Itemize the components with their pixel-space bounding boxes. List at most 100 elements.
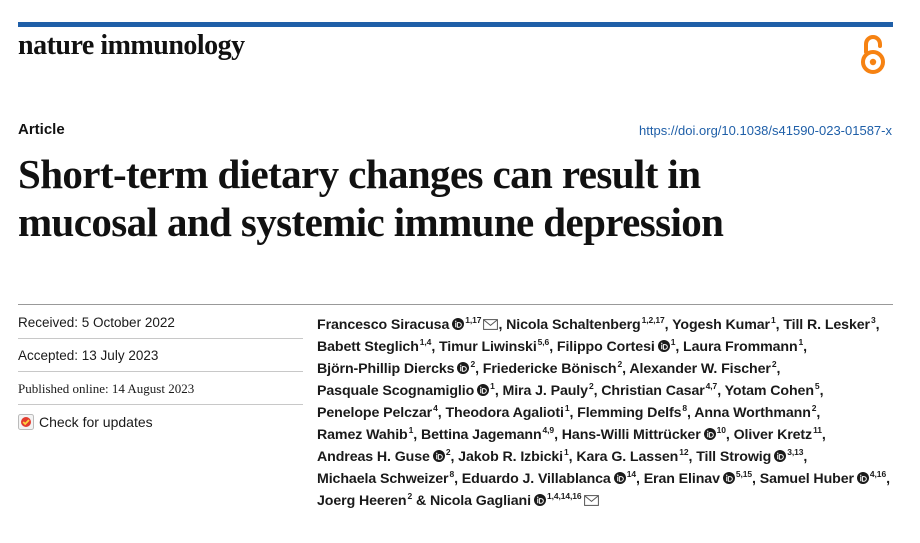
affiliation-superscript: 2 <box>617 359 623 370</box>
affiliation-superscript: 1,4 <box>419 337 432 348</box>
author-name[interactable]: Filippo Cortesi <box>556 339 655 355</box>
author-item: Joerg Heeren2 <box>317 491 413 509</box>
author-name[interactable]: Hans-Willi Mittrücker <box>561 427 701 443</box>
author-name[interactable]: Yogesh Kumar <box>672 317 770 333</box>
check-for-updates-icon <box>18 414 34 430</box>
author-name[interactable]: Oliver Kretz <box>733 427 813 443</box>
author-separator: , <box>752 471 756 487</box>
author-name[interactable]: Friedericke Bönisch <box>482 361 617 377</box>
affiliation-superscript: 4,9 <box>542 425 555 436</box>
author-item: Jakob R. Izbicki1, <box>458 447 573 465</box>
orcid-icon[interactable] <box>432 450 445 462</box>
author-name[interactable]: Theodora Agalioti <box>445 405 564 421</box>
affiliation-superscript: 5,15 <box>735 469 753 480</box>
author-item: Bettina Jagemann4,9, <box>420 425 558 443</box>
author-separator: , <box>775 317 780 333</box>
author-item: Mira J. Pauly2, <box>502 381 598 399</box>
author-separator: , <box>568 449 573 465</box>
author-item: Theodora Agalioti1, <box>445 403 573 421</box>
author-name[interactable]: Eduardo J. Villablanca <box>461 471 611 487</box>
divider <box>18 371 303 372</box>
section-rule <box>18 304 893 305</box>
author-separator: , <box>450 449 455 465</box>
author-separator: , <box>803 449 808 465</box>
author-name[interactable]: Christian Casar <box>601 383 705 399</box>
author-item: Kara G. Lassen12, <box>576 448 692 465</box>
author-item: Babett Steglich1,4, <box>317 337 435 355</box>
author-name[interactable]: Bettina Jagemann <box>420 427 542 443</box>
orcid-icon[interactable] <box>774 450 787 462</box>
header-rule <box>18 22 893 27</box>
author-item: Oliver Kretz11, <box>733 426 826 443</box>
author-item: Pasquale Scognamiglio 1, <box>317 381 499 399</box>
author-item: Timur Liwinski5,6, <box>439 338 554 355</box>
author-item: Eduardo J. Villablanca 14, <box>461 470 640 487</box>
affiliation-superscript: 4 <box>433 403 438 414</box>
doi-link[interactable]: https://doi.org/10.1038/s41590-023-01587… <box>639 123 892 138</box>
affiliation-superscript: 1 <box>564 403 570 414</box>
author-name[interactable]: Nicola Schaltenberg <box>506 317 641 333</box>
affiliation-superscript: 2 <box>771 359 777 370</box>
open-access-lock-icon <box>861 35 885 74</box>
author-item: Yotam Cohen5, <box>724 382 824 399</box>
affiliation-superscript: 3 <box>870 315 876 326</box>
affiliation-superscript: 10 <box>716 425 726 436</box>
author-name[interactable]: Francesco Siracusa <box>317 317 450 333</box>
author-item: Anna Worthmann2, <box>694 404 820 421</box>
affiliation-superscript: 1 <box>408 425 414 436</box>
orcid-icon[interactable] <box>722 472 735 484</box>
orcid-icon[interactable] <box>657 340 670 352</box>
author-name[interactable]: Yotam Cohen <box>724 383 814 399</box>
affiliation-superscript: 2 <box>407 491 413 502</box>
accepted-date: Accepted: 13 July 2023 <box>18 348 159 363</box>
author-name[interactable]: Björn-Phillip Diercks <box>317 361 455 377</box>
mail-icon[interactable] <box>583 495 599 506</box>
orcid-icon[interactable] <box>533 494 546 506</box>
author-separator: , <box>593 383 598 399</box>
affiliation-superscript: 1,17 <box>465 315 482 326</box>
author-name[interactable]: Penelope Pelczar <box>317 405 433 421</box>
author-name[interactable]: Timur Liwinski <box>439 339 537 355</box>
affiliation-superscript: 1 <box>564 447 569 458</box>
author-name[interactable]: Anna Worthmann <box>694 405 811 421</box>
affiliation-superscript: 2 <box>588 381 594 392</box>
author-name[interactable]: Eran Elinav <box>643 471 720 487</box>
author-name[interactable]: Flemming Delfs <box>577 405 682 421</box>
author-separator: , <box>454 471 458 487</box>
affiliation-superscript: 2 <box>445 447 451 458</box>
author-name[interactable]: Jakob R. Izbicki <box>458 449 563 465</box>
author-name[interactable]: Mira J. Pauly <box>502 383 589 399</box>
orcid-icon[interactable] <box>457 362 470 374</box>
author-separator: , <box>549 339 554 355</box>
author-name[interactable]: Alexander W. Fischer <box>629 361 771 377</box>
orcid-icon[interactable] <box>703 428 716 440</box>
orcid-icon[interactable] <box>452 318 465 330</box>
author-item: Samuel Huber 4,16, <box>759 470 890 487</box>
author-name[interactable]: Ramez Wahib <box>317 427 408 443</box>
affiliation-superscript: 2 <box>470 359 476 370</box>
orcid-icon[interactable] <box>856 472 869 484</box>
author-name[interactable]: Babett Steglich <box>317 339 419 355</box>
author-item: Eran Elinav 5,15, <box>643 469 756 487</box>
author-name[interactable]: Till R. Lesker <box>783 317 870 333</box>
author-name[interactable]: Michaela Schweizer <box>317 471 449 487</box>
affiliation-superscript: 1 <box>490 381 495 392</box>
orcid-icon[interactable] <box>477 384 490 396</box>
author-name[interactable]: & Nicola Gagliani <box>415 493 531 509</box>
author-separator: , <box>498 317 503 333</box>
journal-name[interactable]: nature immunology <box>18 30 245 61</box>
author-name[interactable]: Joerg Heeren <box>317 493 407 509</box>
author-name[interactable]: Till Strowig <box>696 449 772 465</box>
author-name[interactable]: Kara G. Lassen <box>576 449 679 465</box>
author-name[interactable]: Pasquale Scognamiglio <box>317 383 475 399</box>
author-item: Penelope Pelczar4, <box>317 403 442 421</box>
author-name[interactable]: Andreas H. Guse <box>317 449 430 465</box>
author-name[interactable]: Samuel Huber <box>759 471 854 487</box>
title-line-1: Short-term dietary changes can result in <box>18 151 701 197</box>
check-for-updates-button[interactable]: Check for updates <box>18 414 153 430</box>
author-item: Christian Casar4,7, <box>601 382 721 399</box>
author-name[interactable]: Laura Frommann <box>683 339 798 355</box>
author-item: Hans-Willi Mittrücker 10, <box>561 425 730 443</box>
mail-icon[interactable] <box>483 319 499 330</box>
orcid-icon[interactable] <box>613 472 626 484</box>
